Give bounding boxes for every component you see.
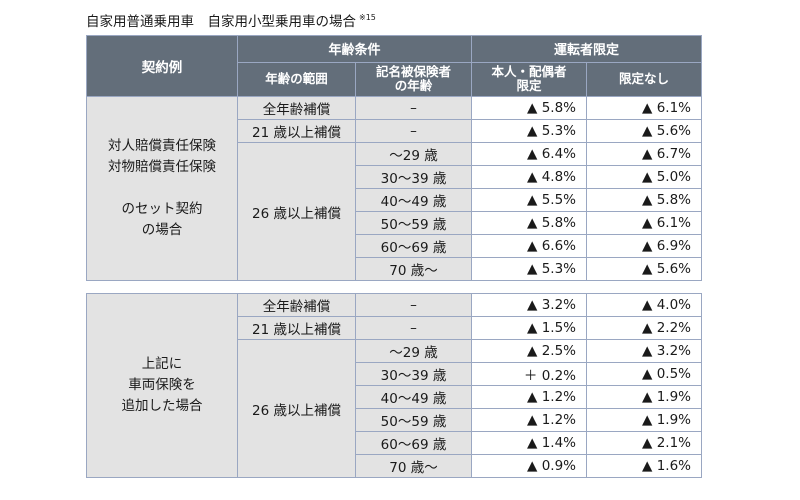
self-spouse-rate-cell: ▲ 5.5%	[471, 188, 587, 212]
named-insured-age-cell: 60～69 歳	[355, 431, 472, 455]
contract-example-line: 上記に	[141, 356, 183, 372]
table-row: 30～39 歳 ▲ 4.8% ▲ 5.0%	[87, 165, 702, 189]
named-insured-age-cell: –	[355, 119, 472, 143]
contract-example-line	[108, 178, 216, 199]
no-limit-rate-cell: ▲ 2.1%	[586, 431, 702, 455]
self-spouse-rate-cell: ▲ 5.8%	[471, 211, 587, 235]
named-insured-age-cell: 40～49 歳	[355, 188, 472, 212]
table-row: 70 歳～ ▲ 5.3% ▲ 5.6%	[87, 257, 702, 281]
self-spouse-rate-cell: ▲ 5.3%	[471, 119, 587, 143]
age-range-21-plus: 21 歳以上補償	[237, 119, 356, 143]
table-row: 26 歳以上補償 ～29 歳 ▲ 6.4% ▲ 6.7%	[87, 142, 702, 281]
table-row: 21 歳以上補償 – ▲ 5.3% ▲ 5.6%	[87, 119, 702, 143]
header-named-insured-age: 記名被保険者 の年齢	[354, 61, 473, 98]
header-self-spouse-line1: 本人・配偶者	[491, 64, 567, 80]
contract-example-label: 対人賠償責任保険 対物賠償責任保険 のセット契約 の場合	[86, 96, 238, 281]
contract-example-line: 対物賠償責任保険	[108, 159, 216, 175]
no-limit-rate-cell: ▲ 4.0%	[586, 293, 702, 317]
table-row: 50～59 歳 ▲ 1.2% ▲ 1.9%	[87, 408, 702, 432]
named-insured-age-cell: 30～39 歳	[355, 362, 472, 386]
header-contract-example: 契約例	[86, 35, 238, 97]
no-limit-rate-cell: ▲ 6.1%	[586, 211, 702, 235]
no-limit-rate-cell: ▲ 1.9%	[586, 408, 702, 432]
caption-footnote-ref: ※15	[359, 13, 376, 22]
table-caption: 自家用普通乗用車 自家用小型乗用車の場合 ※15	[86, 10, 376, 30]
table-row: 対人賠償責任保険 対物賠償責任保険 のセット契約 の場合 全年齢補償 – ▲ 5.8% ▲ 6…	[86, 96, 702, 281]
self-spouse-rate-cell: ▲ 1.5%	[471, 316, 587, 340]
no-limit-rate-cell: ▲ 5.8%	[586, 188, 702, 212]
self-spouse-rate-cell: ▲ 2.5%	[471, 339, 587, 363]
table-row: 60～69 歳 ▲ 1.4% ▲ 2.1%	[87, 431, 702, 455]
header-age-conditions: 年齢条件	[236, 35, 473, 63]
contract-example-line: 対人賠償責任保険	[108, 138, 216, 154]
named-insured-age-cell: 50～59 歳	[355, 408, 472, 432]
age-range-26-plus: 26 歳以上補償	[237, 142, 356, 281]
self-spouse-rate-cell: ▲ 3.2%	[471, 293, 587, 317]
named-insured-age-cell: 50～59 歳	[355, 211, 472, 235]
table-row: 上記に 車両保険を 追加した場合 全年齢補償 – ▲ 3.2% ▲ 4.0%	[86, 293, 702, 478]
header-self-spouse-line2: 限定	[516, 78, 542, 94]
contract-example-lines: 対人賠償責任保険 対物賠償責任保険 のセット契約 の場合	[108, 136, 216, 241]
table-row: 21 歳以上補償 – ▲ 1.5% ▲ 2.2%	[87, 316, 702, 340]
named-insured-age-cell: 70 歳～	[355, 257, 472, 281]
rate-block-vehicle: 上記に 車両保険を 追加した場合 全年齢補償 – ▲ 3.2% ▲ 4.0% 21 歳以上補償…	[86, 293, 702, 478]
self-spouse-rate-cell: ▲ 5.8%	[471, 96, 587, 120]
self-spouse-rate-cell: ▲ 6.4%	[471, 142, 587, 166]
table-row: 70 歳～ ▲ 0.9% ▲ 1.6%	[87, 454, 702, 478]
contract-example-line: 追加した場合	[121, 398, 203, 414]
named-insured-age-cell: 60～69 歳	[355, 234, 472, 258]
header-named-insured-age-line1: 記名被保険者	[376, 64, 452, 80]
no-limit-rate-cell: ▲ 5.6%	[586, 257, 702, 281]
named-insured-age-cell: ～29 歳	[355, 142, 472, 166]
no-limit-rate-cell: ▲ 5.6%	[586, 119, 702, 143]
named-insured-age-cell: –	[355, 96, 472, 120]
contract-example-line: の場合	[141, 222, 183, 238]
self-spouse-rate-cell: ▲ 0.9%	[471, 454, 587, 478]
header-no-limit: 限定なし	[586, 61, 703, 98]
self-spouse-rate-cell: ▲ 1.4%	[471, 431, 587, 455]
self-spouse-rate-cell: ＋ 0.2%	[471, 362, 587, 386]
self-spouse-rate-cell: ▲ 1.2%	[471, 385, 587, 409]
no-limit-rate-cell: ▲ 5.0%	[586, 165, 702, 189]
contract-example-line: 車両保険を	[128, 377, 196, 393]
no-limit-rate-cell: ▲ 1.9%	[586, 385, 702, 409]
header-age-range: 年齢の範囲	[237, 61, 356, 98]
no-limit-rate-cell: ▲ 1.6%	[586, 454, 702, 478]
header-self-spouse: 本人・配偶者 限定	[471, 61, 588, 98]
age-range-all: 全年齢補償	[237, 293, 356, 317]
named-insured-age-cell: 30～39 歳	[355, 165, 472, 189]
table-row: 26 歳以上補償 ～29 歳 ▲ 2.5% ▲ 3.2%	[87, 339, 702, 478]
caption-text: 自家用普通乗用車 自家用小型乗用車の場合	[86, 14, 356, 30]
no-limit-rate-cell: ▲ 2.2%	[586, 316, 702, 340]
named-insured-age-cell: –	[355, 316, 472, 340]
no-limit-rate-cell: ▲ 6.9%	[586, 234, 702, 258]
table-row: 50～59 歳 ▲ 5.8% ▲ 6.1%	[87, 211, 702, 235]
age-range-21-plus: 21 歳以上補償	[237, 316, 356, 340]
self-spouse-rate-cell: ▲ 4.8%	[471, 165, 587, 189]
no-limit-rate-cell: ▲ 6.1%	[586, 96, 702, 120]
rate-block-liability: 対人賠償責任保険 対物賠償責任保険 のセット契約 の場合 全年齢補償 – ▲ 5.8% ▲ 6…	[86, 96, 702, 281]
named-insured-age-cell: 70 歳～	[355, 454, 472, 478]
age-range-26-plus: 26 歳以上補償	[237, 339, 356, 478]
header-named-insured-age-line2: の年齢	[394, 78, 433, 94]
contract-example-label: 上記に車両保険を追加した場合	[86, 293, 238, 478]
age-range-all: 全年齢補償	[237, 96, 356, 120]
table-row: 40～49 歳 ▲ 1.2% ▲ 1.9%	[87, 385, 702, 409]
self-spouse-rate-cell: ▲ 5.3%	[471, 257, 587, 281]
self-spouse-rate-cell: ▲ 1.2%	[471, 408, 587, 432]
named-insured-age-cell: –	[355, 293, 472, 317]
no-limit-rate-cell: ▲ 3.2%	[586, 339, 702, 363]
contract-example-line: のセット契約	[121, 201, 203, 217]
named-insured-age-cell: 40～49 歳	[355, 385, 472, 409]
contract-example-lines: 上記に車両保険を追加した場合	[122, 354, 203, 417]
rate-table-header: 契約例 年齢条件 運転者限定 年齢の範囲 記名被保険者 の年齢 本人・配偶者 限定 …	[86, 35, 703, 98]
self-spouse-rate-cell: ▲ 6.6%	[471, 234, 587, 258]
table-row: 40～49 歳 ▲ 5.5% ▲ 5.8%	[87, 188, 702, 212]
named-insured-age-cell: ～29 歳	[355, 339, 472, 363]
table-row: 60～69 歳 ▲ 6.6% ▲ 6.9%	[87, 234, 702, 258]
no-limit-rate-cell: ▲ 0.5%	[586, 362, 702, 386]
no-limit-rate-cell: ▲ 6.7%	[586, 142, 702, 166]
header-driver-limit: 運転者限定	[471, 35, 703, 63]
